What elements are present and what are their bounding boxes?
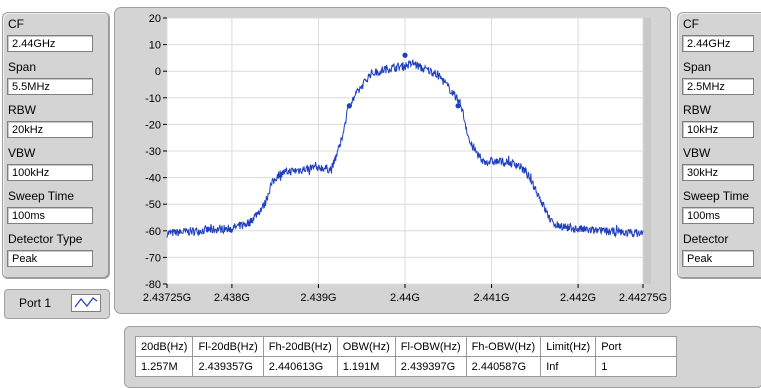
table-cell: 2.440587G [465, 356, 542, 377]
table-header-cell: Limit(Hz) [540, 336, 597, 357]
right-setting-input-0[interactable]: 2.44GHz [682, 35, 754, 52]
left-setting-input-4[interactable]: 100ms [7, 207, 93, 224]
marker-point-2 [455, 103, 461, 109]
left-setting-input-1[interactable]: 5.5MHz [7, 78, 93, 95]
marker-point-0 [346, 103, 352, 109]
port-legend-label: Port 1 [19, 296, 52, 310]
left-setting-input-5[interactable]: Peak [7, 250, 93, 267]
right-setting-input-3[interactable]: 30kHz [682, 164, 754, 181]
table-cell: 2.439357G [192, 356, 264, 377]
table-header-cell: Fh-20dB(Hz) [262, 336, 338, 357]
left-setting-label-1: Span [6, 59, 96, 76]
y-tick-label: -60 [145, 226, 161, 238]
right-setting-label-2: RBW [681, 102, 757, 119]
table-cell: Inf [540, 356, 597, 377]
y-tick-label: -70 [145, 252, 161, 264]
left-setting-label-4: Sweep Time [6, 188, 96, 205]
x-tick-label: 2.441G [473, 292, 509, 304]
table-cell: 2.440613G [262, 356, 338, 377]
left-setting-label-3: VBW [6, 145, 96, 162]
line-plot-icon[interactable] [71, 294, 101, 312]
x-tick-label: 2.44G [390, 292, 420, 304]
table-header-cell: Fl-20dB(Hz) [192, 336, 264, 357]
series-line-0 [166, 58, 644, 238]
left-setting-label-2: RBW [6, 102, 96, 119]
right-setting-label-3: VBW [681, 145, 757, 162]
left-setting-input-0[interactable]: 2.44GHz [7, 35, 93, 52]
y-tick-label: -40 [145, 173, 161, 185]
y-tick-label: 10 [149, 40, 161, 52]
right-setting-label-1: Span [681, 59, 757, 76]
plot-scroll-strip [643, 18, 651, 284]
table-row: 1.257M 2.439357G 2.440613G 1.191M 2.439397G 2… [134, 356, 678, 377]
table-cell: 2.439397G [394, 356, 467, 377]
right-setting-input-2[interactable]: 10kHz [682, 121, 754, 138]
y-tick-label: -50 [145, 199, 161, 211]
table-header-cell: 20dB(Hz) [134, 336, 194, 357]
y-tick-label: 20 [149, 13, 161, 25]
results-table: 20dB(Hz) Fl-20dB(Hz) Fh-20dB(Hz) OBW(Hz) Fl-… [134, 336, 678, 377]
y-tick-label: 0 [155, 66, 161, 78]
left-setting-input-3[interactable]: 100kHz [7, 164, 93, 181]
right-setting-label-0: CF [681, 16, 757, 33]
x-tick-label: 2.438G [214, 292, 250, 304]
table-header-cell: OBW(Hz) [336, 336, 396, 357]
left-setting-label-0: CF [6, 16, 96, 33]
right-setting-input-1[interactable]: 2.5MHz [682, 78, 754, 95]
table-cell: 1 [595, 356, 678, 377]
marker-point-1 [402, 52, 408, 58]
y-tick-label: -10 [145, 93, 161, 105]
table-cell: 1.191M [336, 356, 396, 377]
table-cell: 1.257M [134, 356, 194, 377]
x-tick-label: 2.439G [300, 292, 336, 304]
x-tick-label: 2.442G [560, 292, 596, 304]
left-setting-input-2[interactable]: 20kHz [7, 121, 93, 138]
table-header-cell: Fh-OBW(Hz) [465, 336, 542, 357]
results-table-panel: 20dB(Hz) Fl-20dB(Hz) Fh-20dB(Hz) OBW(Hz) Fl-… [124, 326, 761, 388]
port-legend[interactable]: Port 1 [4, 289, 110, 319]
table-header-cell: Fl-OBW(Hz) [394, 336, 467, 357]
x-tick-label: 2.43725G [143, 292, 191, 304]
table-header-row: 20dB(Hz) Fl-20dB(Hz) Fh-20dB(Hz) OBW(Hz) Fl-… [134, 336, 678, 357]
table-header-cell: Port [595, 336, 678, 357]
x-tick-label: 2.44275G [619, 292, 667, 304]
spectrum-plot: 20 10 0 -10 -20 -30 -40 -50 -60 -70 -802.43725G 2.4… [143, 13, 667, 304]
right-setting-input-5[interactable]: Peak [682, 250, 754, 267]
spectrum-chart: 20 10 0 -10 -20 -30 -40 -50 -60 -70 -80 2.43725G 2.4… [114, 7, 671, 314]
y-tick-label: -20 [145, 119, 161, 131]
right-setting-input-4[interactable]: 100ms [682, 207, 754, 224]
y-tick-label: -30 [145, 146, 161, 158]
y-tick-label: -80 [145, 279, 161, 291]
right-setting-label-4: Sweep Time [681, 188, 757, 205]
left-setting-label-5: Detector Type [6, 231, 96, 248]
